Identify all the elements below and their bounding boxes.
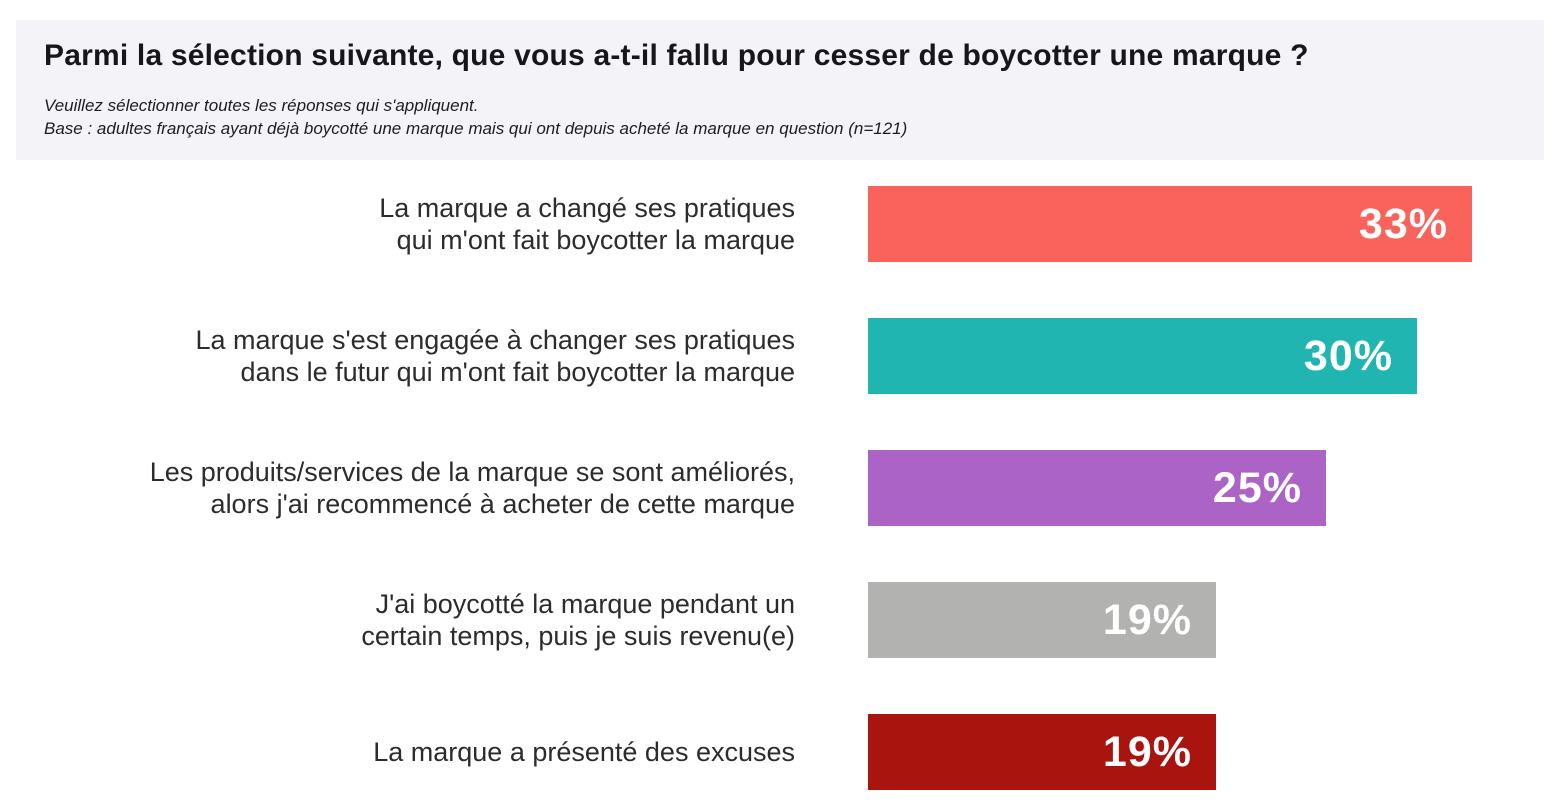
bar: 30% [868,318,1417,394]
bar-value-label: 30% [1303,331,1393,380]
bar-value-label: 25% [1212,463,1302,512]
bar-row: La marque s'est engagée à changer ses pr… [0,318,1562,394]
bar-value-label: 19% [1102,727,1192,776]
subtitle-instruction: Veuillez sélectionner toutes les réponse… [44,96,479,115]
question-panel: Parmi la sélection suivante, que vous a-… [16,20,1544,160]
bar: 19% [868,714,1216,790]
page-title: Parmi la sélection suivante, que vous a-… [44,39,1309,72]
bar-value-label: 33% [1358,199,1448,248]
bar: 19% [868,582,1216,658]
bar-value-label: 19% [1102,595,1192,644]
bar-category-label: J'ai boycotté la marque pendant un certa… [361,589,795,651]
bar-row: La marque a présenté des excuses 19% [0,714,1562,790]
bar: 25% [868,450,1326,526]
bar-category-label: Les produits/services de la marque se so… [149,457,795,519]
bar: 33% [868,186,1472,262]
bar-category-label: La marque a présenté des excuses [373,737,795,767]
bar-row: La marque a changé ses pratiques qui m'o… [0,186,1562,262]
bar-row: J'ai boycotté la marque pendant un certa… [0,582,1562,658]
subtitle-base: Base : adultes français ayant déjà boyco… [44,119,908,138]
bar-category-label: La marque a changé ses pratiques qui m'o… [379,193,795,255]
bar-category-label: La marque s'est engagée à changer ses pr… [195,325,795,387]
bar-row: Les produits/services de la marque se so… [0,450,1562,526]
